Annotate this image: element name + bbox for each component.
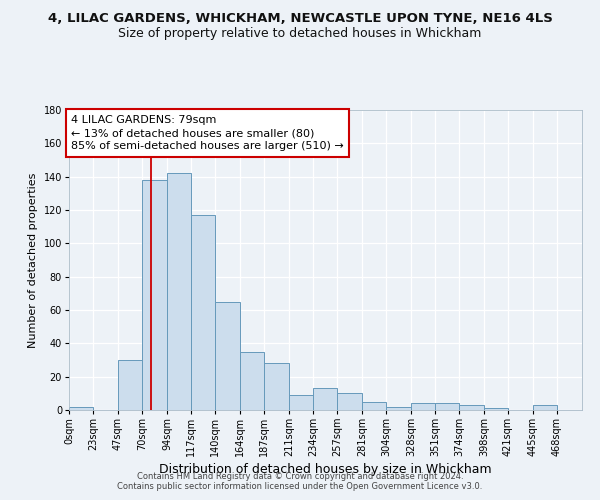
Bar	[435, 404, 459, 410]
Y-axis label: Number of detached properties: Number of detached properties	[28, 172, 38, 348]
Bar	[459, 405, 484, 410]
Bar	[215, 302, 240, 410]
Bar	[386, 406, 411, 410]
Bar	[240, 352, 264, 410]
Bar	[533, 405, 557, 410]
Bar	[264, 364, 289, 410]
Bar	[142, 180, 167, 410]
Bar	[167, 174, 191, 410]
X-axis label: Distribution of detached houses by size in Whickham: Distribution of detached houses by size …	[159, 464, 492, 476]
Bar	[411, 404, 435, 410]
Bar	[484, 408, 508, 410]
Text: Size of property relative to detached houses in Whickham: Size of property relative to detached ho…	[118, 28, 482, 40]
Text: 4, LILAC GARDENS, WHICKHAM, NEWCASTLE UPON TYNE, NE16 4LS: 4, LILAC GARDENS, WHICKHAM, NEWCASTLE UP…	[47, 12, 553, 26]
Bar	[289, 395, 313, 410]
Bar	[191, 215, 215, 410]
Text: Contains public sector information licensed under the Open Government Licence v3: Contains public sector information licen…	[118, 482, 482, 491]
Bar	[313, 388, 337, 410]
Text: Contains HM Land Registry data © Crown copyright and database right 2024.: Contains HM Land Registry data © Crown c…	[137, 472, 463, 481]
Bar	[118, 360, 142, 410]
Bar	[69, 406, 93, 410]
Bar	[362, 402, 386, 410]
Bar	[337, 394, 362, 410]
Text: 4 LILAC GARDENS: 79sqm
← 13% of detached houses are smaller (80)
85% of semi-det: 4 LILAC GARDENS: 79sqm ← 13% of detached…	[71, 115, 344, 152]
